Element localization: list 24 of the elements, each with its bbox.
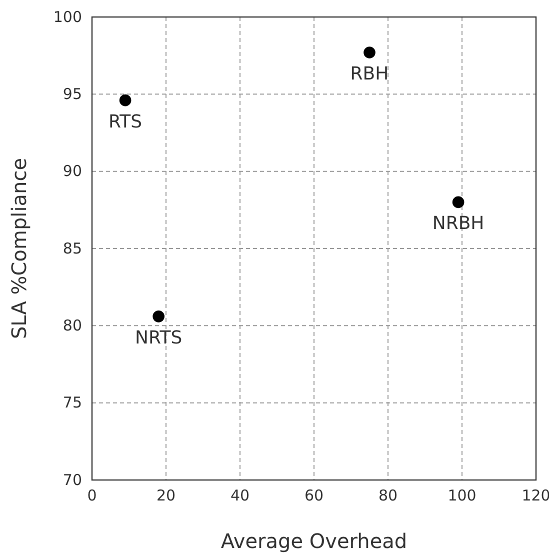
- x-tick-label: 80: [378, 486, 398, 505]
- point: [152, 310, 165, 322]
- series-label: NRTS: [135, 327, 182, 348]
- y-tick-label: 75: [62, 394, 82, 412]
- x-tick-label: 0: [87, 486, 97, 505]
- y-tick-label: 90: [62, 162, 82, 180]
- y-axis-title: SLA %Compliance: [7, 158, 31, 340]
- y-tick-label: 100: [53, 8, 82, 26]
- x-tick-label: 60: [304, 486, 324, 505]
- x-tick-label: 40: [230, 486, 250, 505]
- x-axis-title: Average Overhead: [220, 529, 408, 553]
- x-tick-label: 120: [522, 486, 549, 505]
- x-tick-label: 100: [448, 486, 476, 505]
- y-tick-label: 85: [62, 239, 82, 258]
- point: [452, 196, 464, 208]
- y-tick-label: 70: [62, 470, 82, 489]
- point: [119, 94, 132, 106]
- series-label: RBH: [350, 63, 389, 84]
- series-label: NRBH: [432, 213, 484, 234]
- y-tick-label: 95: [62, 84, 82, 103]
- y-tick-label: 80: [62, 316, 82, 334]
- x-tick-label: 20: [156, 486, 176, 505]
- point: [364, 46, 376, 58]
- series-label: RTS: [108, 111, 142, 132]
